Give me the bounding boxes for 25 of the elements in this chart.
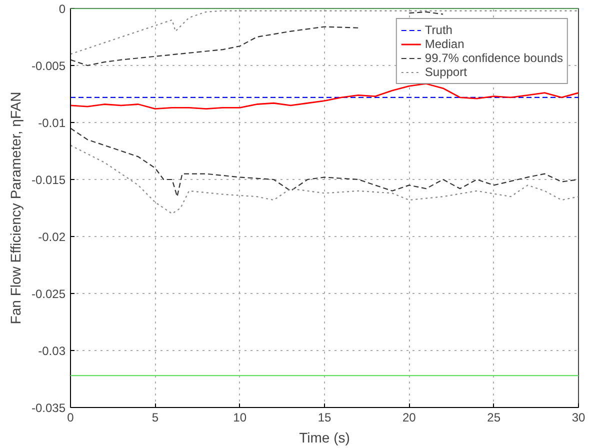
y-tick-label: -0.03 (38, 344, 66, 358)
x-tick-label: 5 (152, 410, 159, 424)
x-tick-label: 15 (318, 410, 332, 424)
x-tick-label: 20 (402, 410, 416, 424)
y-tick-label: -0.025 (31, 287, 66, 301)
x-tick-label: 25 (487, 410, 501, 424)
x-tick-label: 30 (572, 410, 586, 424)
y-tick-label: 0 (58, 2, 66, 16)
x-tick-label: 10 (233, 410, 247, 424)
y-tick-label: -0.01 (38, 116, 66, 130)
line-series (70, 10, 578, 55)
legend-label: 99.7% confidence bounds (424, 51, 563, 65)
legend-label: Truth (424, 23, 452, 37)
x-axis-title: Time (s) (299, 430, 350, 446)
line-series (70, 83, 578, 110)
line-series (70, 144, 578, 214)
legend-label: Median (424, 37, 464, 51)
legend-label: Support (424, 65, 467, 79)
y-axis-title: Fan Flow Efficiency Parameter, ηFAN (7, 92, 24, 324)
y-tick-label: -0.035 (31, 401, 66, 415)
y-tick-label: -0.02 (38, 230, 66, 244)
line-series (70, 128, 578, 198)
y-tick-label: -0.015 (31, 173, 66, 187)
y-tick-label: -0.005 (31, 59, 66, 73)
x-tick-label: 0 (67, 410, 74, 424)
